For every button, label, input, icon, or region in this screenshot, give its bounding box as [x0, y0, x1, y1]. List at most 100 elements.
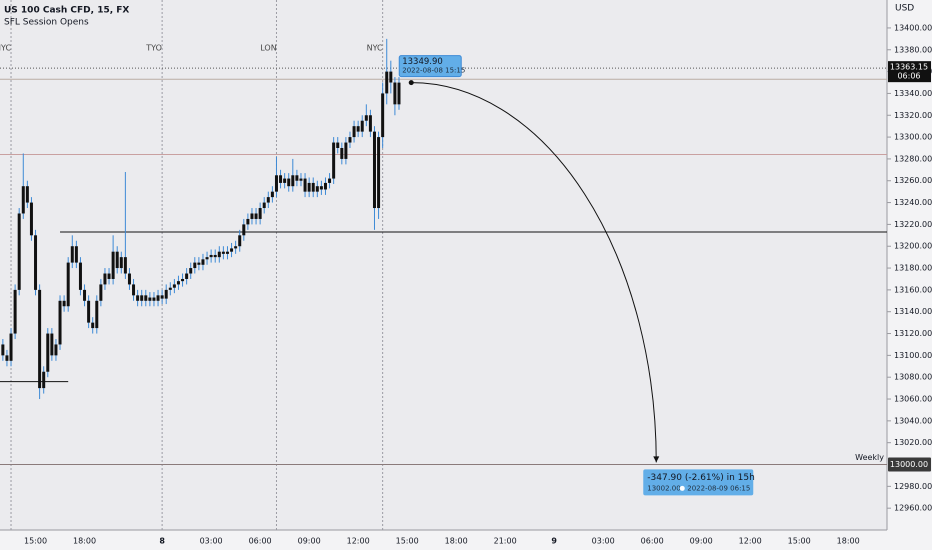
candle-body — [103, 273, 107, 285]
data-layer — [1, 38, 401, 400]
candle-body — [152, 297, 156, 301]
candle-body — [136, 295, 140, 301]
candle-body — [148, 297, 152, 301]
candle-body — [172, 284, 176, 288]
candle-body — [225, 251, 229, 254]
candle-body — [323, 182, 327, 190]
candle-body — [295, 175, 299, 181]
candle-body — [274, 175, 278, 192]
candle-body — [291, 175, 295, 187]
candle-body — [340, 147, 344, 159]
candle-body — [87, 300, 91, 323]
candle-body — [115, 251, 119, 269]
x-tick-label: 8 — [159, 537, 165, 546]
candle-body — [385, 71, 389, 94]
session-label: NYC — [367, 44, 383, 53]
candle-body — [156, 295, 160, 301]
candle-body — [381, 93, 385, 138]
candle-body — [46, 333, 50, 372]
y-tick-label: 13140.00 — [894, 307, 932, 316]
x-tick-label: 03:00 — [200, 537, 223, 546]
candle-body — [368, 115, 372, 132]
candle-body — [303, 178, 307, 192]
overlay-layer: 13400.0013380.0013360.0013340.0013320.00… — [24, 23, 932, 545]
weekly-label: Weekly — [855, 453, 884, 462]
last-price: 13363.15 — [890, 63, 928, 72]
x-tick-label: 15:00 — [396, 537, 419, 546]
candle-body — [66, 262, 70, 307]
y-tick-label: 13340.00 — [894, 89, 932, 98]
candle-body — [193, 262, 197, 269]
x-tick-label: 12:00 — [347, 537, 370, 546]
candle-body — [50, 333, 54, 356]
weekly-price: 13000.00 — [890, 460, 928, 469]
candle-body — [13, 289, 17, 334]
arrow-head — [653, 456, 660, 463]
candle-body — [246, 218, 250, 225]
candle-body — [34, 235, 38, 290]
candle-body — [70, 246, 74, 263]
candle-body — [332, 142, 336, 179]
candle-body — [201, 259, 205, 265]
callout-box — [398, 55, 462, 78]
candle-body — [1, 344, 5, 356]
weekly-price-tag — [888, 457, 931, 472]
candle-body — [254, 213, 258, 219]
candle-body — [144, 295, 148, 301]
candle-body — [307, 182, 311, 192]
candle-body — [336, 142, 340, 148]
candle-body — [29, 202, 33, 236]
candle-body — [344, 142, 348, 159]
y-tick-label: 13020.00 — [894, 438, 932, 447]
candle-body — [287, 178, 291, 187]
candle-body — [181, 278, 185, 282]
session-label: LON — [260, 44, 276, 53]
candle-body — [266, 197, 270, 203]
candle-body — [242, 224, 246, 236]
x-tick-label: 09:00 — [298, 537, 321, 546]
y-tick-label: 13280.00 — [894, 154, 932, 163]
candle-body — [21, 186, 25, 214]
y-tick-label: 13320.00 — [894, 111, 932, 120]
currency: USD — [895, 4, 914, 14]
y-tick-label: 13100.00 — [894, 351, 932, 360]
projection-arc — [411, 82, 657, 463]
candle-body — [91, 322, 95, 329]
candle-body — [168, 287, 172, 290]
candle-body — [319, 186, 323, 190]
x-tick-label: 15:00 — [788, 537, 811, 546]
candle-body — [238, 235, 242, 247]
candle-body — [393, 82, 397, 105]
candle-body — [270, 191, 274, 198]
callout-price: 13349.90 — [402, 57, 443, 67]
candle-body — [315, 186, 319, 192]
candle-body — [348, 137, 352, 143]
y-tick-label: 13380.00 — [894, 45, 932, 54]
candle-body — [311, 182, 315, 192]
y-tick-label: 13300.00 — [894, 133, 932, 142]
chart-title: US 100 Cash CFD, 15, FX — [4, 6, 129, 16]
candle-body — [372, 131, 376, 209]
y-tick-label: 13200.00 — [894, 242, 932, 251]
candle-body — [279, 175, 283, 183]
candle-body — [54, 344, 58, 356]
callout-time: 2022-08-08 15:15 — [402, 67, 465, 75]
candle-body — [377, 137, 381, 209]
result-end-price: 13002.00 — [647, 484, 680, 492]
candle-body — [185, 273, 189, 279]
candle-body — [164, 289, 168, 299]
candle-body — [299, 178, 303, 181]
candle-body — [209, 254, 213, 258]
candle-body — [397, 82, 401, 105]
x-tick-label: 03:00 — [592, 537, 615, 546]
candle-body — [283, 178, 287, 183]
candle-body — [58, 300, 62, 345]
candle-body — [42, 371, 46, 389]
y-tick-label: 13160.00 — [894, 285, 932, 294]
y-tick-label: 12960.00 — [894, 504, 932, 513]
candle-body — [140, 295, 144, 301]
session-label: TYO — [145, 44, 162, 53]
candle-body — [352, 126, 356, 138]
candle-body — [234, 246, 238, 249]
candle-body — [111, 251, 115, 279]
